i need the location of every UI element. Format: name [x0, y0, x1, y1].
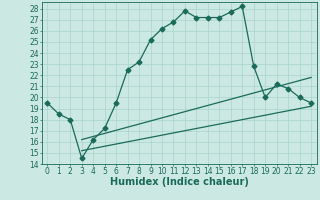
X-axis label: Humidex (Indice chaleur): Humidex (Indice chaleur)	[110, 177, 249, 187]
